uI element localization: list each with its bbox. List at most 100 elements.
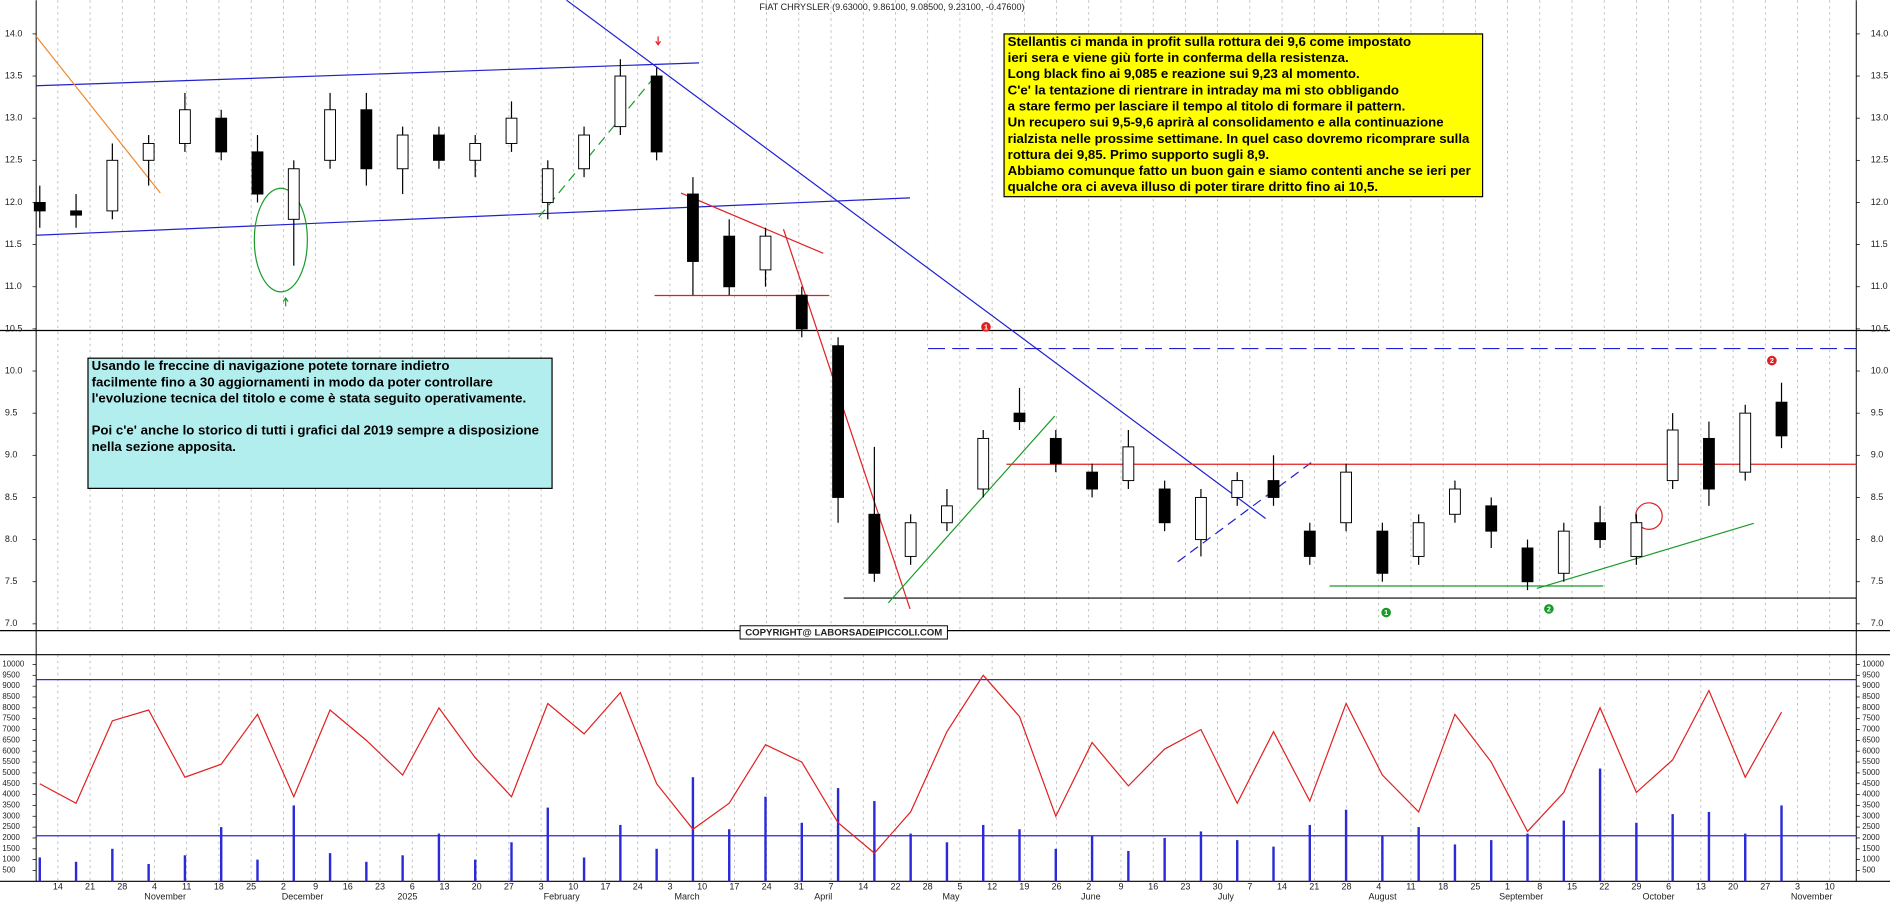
candle-body — [469, 142, 482, 161]
candle-body — [1267, 480, 1280, 498]
volume-bar — [582, 857, 586, 882]
y-tick-label: 4500 — [1862, 779, 1880, 788]
y-tick-label: 11.0 — [1871, 281, 1888, 291]
x-tick-label: 16 — [1148, 882, 1158, 892]
month-label: October — [1643, 891, 1675, 901]
y-tick-label: 10.5 — [1871, 323, 1889, 333]
candle-body — [977, 437, 990, 490]
x-tick-label: 27 — [504, 882, 514, 892]
y-tick-label: 13.0 — [1871, 113, 1889, 123]
y-tick-label: 8.0 — [1871, 534, 1884, 544]
candle-body — [541, 168, 554, 203]
volume-bar — [1054, 848, 1057, 882]
candle-body — [1703, 437, 1715, 490]
y-tick-label: 8500 — [2, 692, 20, 701]
volume-bar — [365, 861, 368, 882]
trendline — [35, 35, 161, 194]
trendline — [680, 192, 824, 254]
y-tick-label: 8.5 — [1871, 492, 1884, 502]
volume-bar — [836, 788, 840, 882]
volume-bar — [328, 853, 332, 882]
volume-bar — [74, 861, 78, 882]
candle-body — [287, 168, 300, 220]
volume-bar — [474, 859, 477, 882]
y-tick-label: 9.0 — [1871, 450, 1884, 460]
y-tick-label: 7000 — [2, 725, 20, 734]
y-tick-label: 9.5 — [5, 408, 18, 418]
x-tick-label: 6 — [1666, 882, 1671, 892]
x-tick-label: 10 — [1825, 882, 1835, 892]
y-tick-label: 1500 — [1862, 844, 1880, 853]
y-tick-label: 2500 — [1862, 822, 1880, 831]
y-tick-label: 6000 — [1862, 746, 1880, 755]
volume-bar — [764, 796, 767, 882]
volume-bar — [183, 855, 187, 882]
indicator-panel: 14 21 28 4 11 18 25 2 9 16 23 6 13 20 27 3 10 17 24 3 10 17 24… — [2, 660, 1884, 902]
marker — [1544, 604, 1554, 614]
candle-body — [1557, 530, 1570, 574]
candle-body — [941, 505, 953, 524]
x-tick-label: 28 — [1341, 882, 1351, 892]
x-tick-label: 11 — [1406, 882, 1415, 892]
y-tick-label: 11.0 — [5, 281, 22, 291]
y-tick-label: 5000 — [1862, 768, 1880, 777]
y-tick-label: 3500 — [2, 800, 20, 809]
marker — [1381, 607, 1391, 618]
trendline — [36, 62, 700, 87]
volume-bar — [1417, 827, 1420, 882]
candle-body — [251, 151, 264, 195]
x-tick-label: 15 — [1567, 882, 1577, 892]
x-tick-label: 25 — [1470, 882, 1480, 892]
candle-body — [578, 134, 590, 170]
note-text: Stellantis ci manda in profit sulla rott… — [1008, 34, 1471, 194]
y-tick-label: 12.5 — [1871, 155, 1889, 165]
candle-body — [70, 210, 82, 216]
candle-body — [142, 142, 155, 161]
note-line: C'e' la tentazione di rientrare in intra… — [1008, 82, 1399, 97]
candle-body — [1775, 401, 1788, 437]
x-tick-label: 9 — [1118, 882, 1123, 892]
info-box: Usando le freccine di navigazione potete… — [87, 357, 553, 489]
note-line: Un recupero sui 9,5-9,6 aprirà al consol… — [1008, 115, 1444, 130]
y-tick-label: 7.5 — [1871, 576, 1884, 586]
y-tick-label: 6500 — [1862, 735, 1880, 744]
volume-bar — [1163, 837, 1166, 882]
y-tick-label: 9500 — [1862, 670, 1880, 679]
y-tick-label: 11.5 — [5, 239, 22, 249]
marker-label: 2 — [1547, 604, 1551, 613]
candle-body — [1739, 412, 1752, 473]
volume-bar — [1236, 840, 1239, 882]
x-tick-label: 10 — [697, 882, 707, 892]
y-tick-label: 10000 — [2, 660, 24, 669]
x-tick-label: 4 — [152, 882, 157, 892]
y-tick-label: 14.0 — [1871, 28, 1889, 38]
candle-body — [795, 294, 808, 330]
candle-body — [396, 134, 409, 170]
volume-bar — [401, 855, 404, 882]
y-tick-label: 8.5 — [5, 492, 18, 502]
marker-label: 1 — [984, 322, 988, 331]
candle-body — [1303, 530, 1316, 557]
volume-bar — [873, 801, 876, 882]
y-tick-label: 7000 — [1862, 725, 1880, 734]
y-tick-label: 7500 — [2, 714, 20, 723]
x-tick-label: 20 — [472, 882, 482, 892]
candle-body — [1666, 429, 1679, 482]
volume-bar — [38, 857, 41, 882]
y-tick-label: 5500 — [1862, 757, 1880, 766]
volume-bar — [1671, 814, 1674, 882]
volume-bar — [147, 863, 150, 882]
oscillator-line — [39, 674, 1783, 854]
candle-body — [1049, 437, 1062, 465]
month-label: December — [282, 891, 324, 901]
y-tick-label: 4000 — [2, 790, 20, 799]
candle-body — [723, 235, 736, 288]
candle-body — [1376, 530, 1389, 574]
arrow-up — [282, 296, 289, 307]
x-tick-label: 21 — [85, 882, 95, 892]
x-tick-label: 20 — [1728, 882, 1738, 892]
candle-body — [1122, 446, 1135, 482]
copyright-box — [739, 625, 948, 640]
volume-bar — [1308, 824, 1312, 882]
